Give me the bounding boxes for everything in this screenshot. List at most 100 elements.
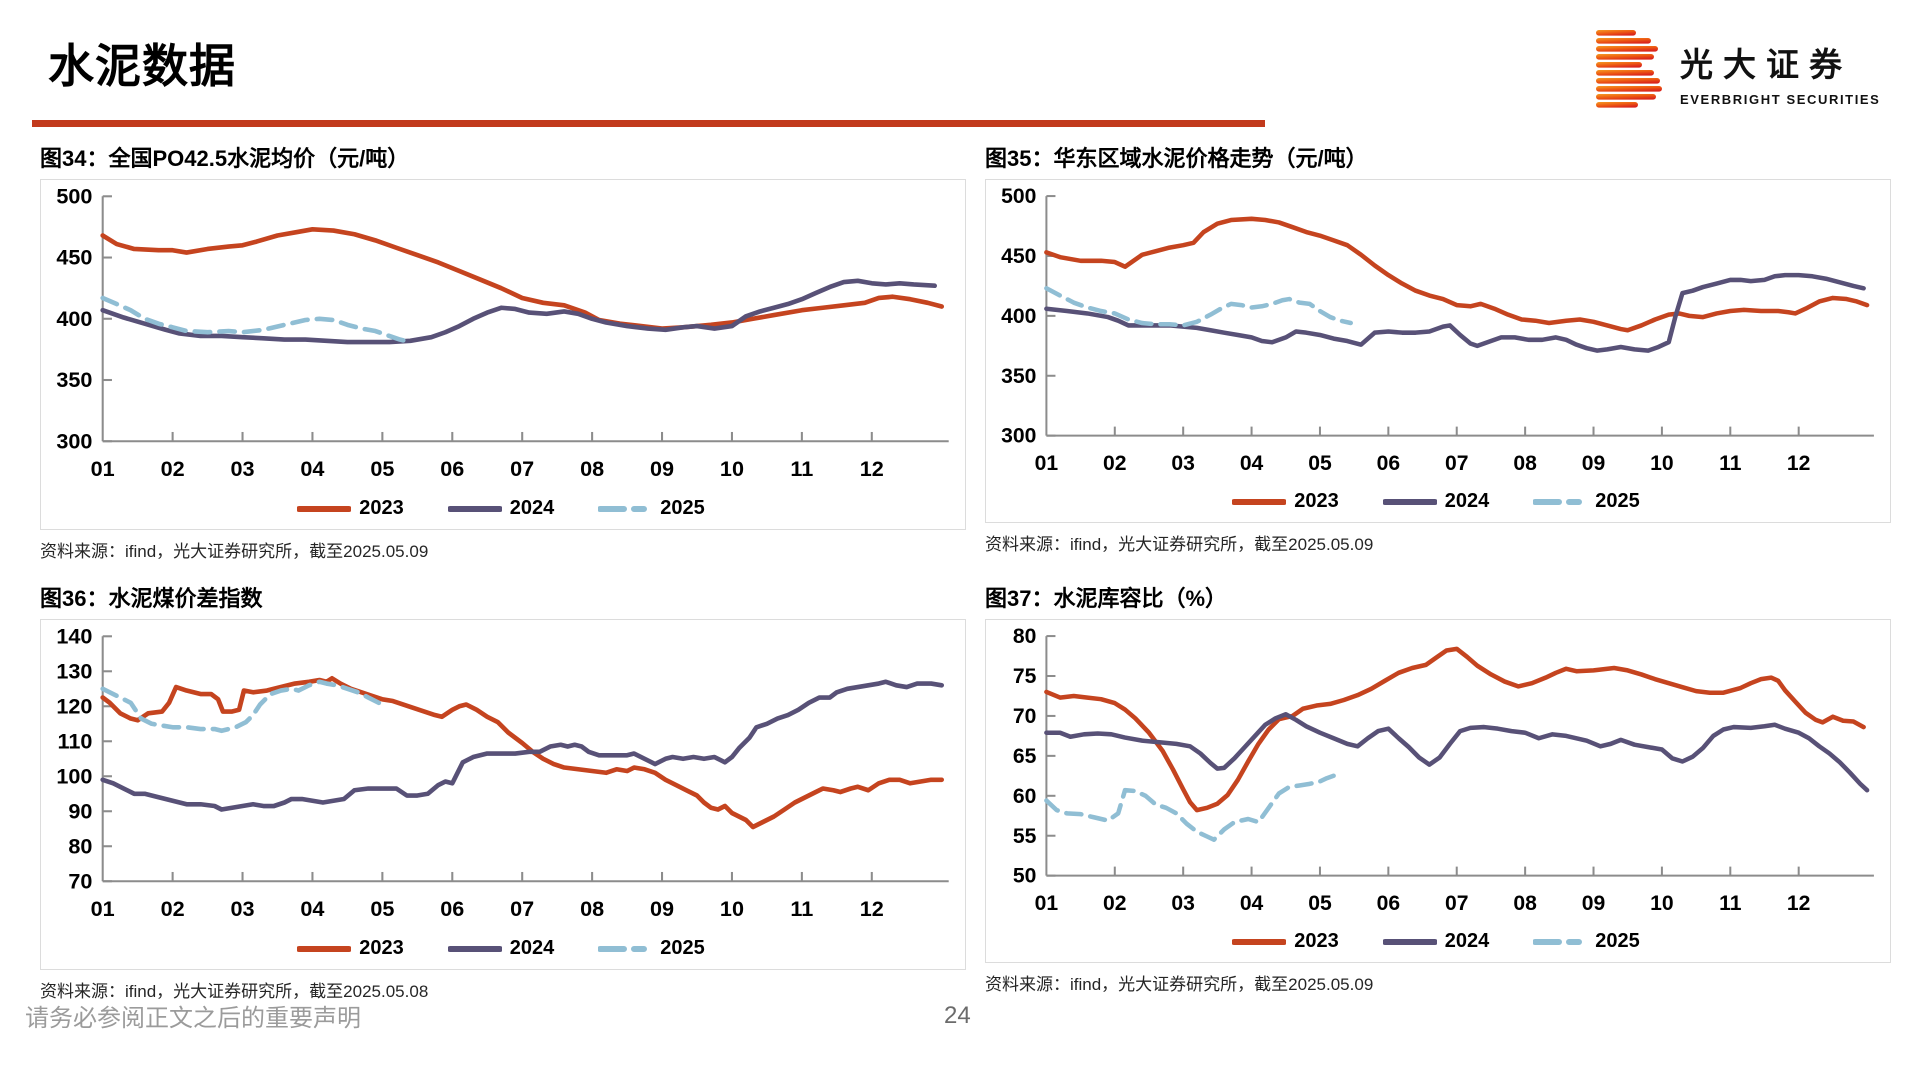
figure-34-chart: 300 350 400 450 500 01 02 03 04 05 06 07 08 09 10 11 12 [43,186,959,491]
svg-text:06: 06 [440,456,464,481]
svg-text:500: 500 [56,186,92,208]
figure-37-title: 图37：水泥库容比（%） [985,586,1228,611]
series-2025-line [100,295,413,345]
figure-36-source: 资料来源：ifind，光大证券研究所，截至2025.05.08 [40,981,429,1001]
series-2023-line [1044,216,1870,333]
svg-text:350: 350 [56,367,92,392]
figure-36-panel: 图36：水泥煤价差指数 70 80 90 100 110 120 130 140 01 02 03 0… [40,585,966,1002]
series-2025-line [100,679,382,734]
svg-text:75: 75 [1013,665,1037,688]
figure-36-chart-box: 70 80 90 100 110 120 130 140 01 02 03 04 05 06 07 08 09 1… [40,619,966,970]
svg-text:100: 100 [56,763,92,788]
legend-item-2024: 2024 [1382,930,1489,953]
series-2023-line [1044,646,1866,813]
figure-35-chart: 300 350 400 450 500 01 02 03 04 05 06 07 08 09 10 11 12 [988,186,1884,484]
svg-text:80: 80 [68,833,92,858]
svg-text:450: 450 [56,245,92,270]
legend-label-2023: 2023 [1294,930,1339,953]
series-2025-line [1044,773,1336,842]
svg-text:08: 08 [580,896,604,921]
svg-text:50: 50 [1013,865,1037,888]
svg-text:10: 10 [720,896,744,921]
svg-text:08: 08 [1513,892,1537,915]
legend-swatch-2025 [1533,498,1588,505]
figure-35-title: 图35：华东区域水泥价格走势（元/吨） [985,146,1368,171]
svg-text:10: 10 [720,456,744,481]
figure-37-source: 资料来源：ifind，光大证券研究所，截至2025.05.09 [985,974,1374,994]
figure-34-legend: 2023 2024 2025 [43,491,959,527]
figure-34-source: 资料来源：ifind，光大证券研究所，截至2025.05.09 [40,541,429,561]
legend-item-2023: 2023 [297,937,404,960]
svg-text:140: 140 [56,626,92,648]
figure-34-panel: 图34：全国PO42.5水泥均价（元/吨） 300 350 400 450 500 01 0… [40,145,966,562]
svg-text:01: 01 [91,896,115,921]
figure-34-chart-box: 300 350 400 450 500 01 02 03 04 05 06 07 08 09 10 11 12 … [40,179,966,530]
svg-text:04: 04 [300,456,324,481]
legend-item-2023: 2023 [1232,490,1339,513]
title-accent-bar [32,120,1265,127]
figure-36-chart: 70 80 90 100 110 120 130 140 01 02 03 04 05 06 07 08 09 1… [43,626,959,931]
figure-35-chart-box: 300 350 400 450 500 01 02 03 04 05 06 07 08 09 10 11 12 … [985,179,1891,523]
svg-text:07: 07 [510,896,534,921]
legend-item-2023: 2023 [297,497,404,520]
series-2024-line [100,679,945,812]
legend-label-2023: 2023 [359,497,404,520]
svg-text:12: 12 [860,456,884,481]
legend-label-2024: 2024 [1444,490,1490,513]
svg-text:110: 110 [58,728,93,753]
svg-text:06: 06 [440,896,464,921]
svg-text:09: 09 [650,896,674,921]
legend-item-2024: 2024 [447,937,555,960]
svg-text:11: 11 [790,456,813,481]
svg-text:70: 70 [1013,705,1037,728]
svg-text:09: 09 [1582,892,1606,915]
svg-text:12: 12 [1787,452,1811,475]
svg-text:300: 300 [1001,425,1036,448]
logo-en-text: EVERBRIGHT SECURITIES [1680,92,1881,107]
figure-37-chart-box: 50 55 60 65 70 75 80 01 02 03 04 05 06 07 08 09 10 11 12 2… [985,619,1891,963]
svg-text:08: 08 [580,456,604,481]
legend-label-2023: 2023 [1294,490,1339,513]
svg-text:06: 06 [1377,452,1401,475]
legend-label-2024: 2024 [509,937,555,960]
svg-text:09: 09 [650,456,674,481]
svg-text:70: 70 [68,868,92,893]
svg-text:80: 80 [1013,626,1037,648]
svg-text:01: 01 [1035,452,1059,475]
svg-text:12: 12 [860,896,884,921]
svg-text:90: 90 [68,798,92,823]
series-2024-line [1044,712,1870,793]
everbright-logo: 光大证券 EVERBRIGHT SECURITIES [1596,30,1880,119]
legend-item-2023: 2023 [1232,930,1339,953]
legend-item-2024: 2024 [1382,490,1490,513]
figure-35-panel: 图35：华东区域水泥价格走势（元/吨） 300 350 400 450 500 01 02 0… [985,145,1891,555]
svg-text:04: 04 [1240,892,1264,915]
svg-text:02: 02 [1103,892,1127,915]
figure-35-source: 资料来源：ifind，光大证券研究所，截至2025.05.09 [985,534,1374,554]
svg-text:04: 04 [300,896,324,921]
figure-37-chart: 50 55 60 65 70 75 80 01 02 03 04 05 06 07 08 09 10 11 12 [988,626,1884,924]
legend-swatch-2024 [447,505,502,512]
svg-text:09: 09 [1582,452,1606,475]
legend-swatch-2023 [1232,498,1287,505]
svg-text:120: 120 [56,693,92,718]
svg-text:12: 12 [1787,892,1811,915]
legend-swatch-2023 [1232,938,1287,945]
legend-swatch-2025 [1533,938,1588,945]
svg-text:05: 05 [370,896,394,921]
legend-swatch-2025 [598,945,653,952]
svg-text:450: 450 [1001,245,1036,268]
footer-disclaimer: 请务必参阅正文之后的重要声明 [25,1005,361,1032]
svg-text:300: 300 [56,428,92,453]
legend-label-2025: 2025 [1595,490,1640,513]
legend-label-2024: 2024 [509,497,555,520]
figure-36-legend: 2023 2024 2025 [43,931,959,967]
legend-label-2025: 2025 [660,937,705,960]
legend-item-2025: 2025 [1533,490,1640,513]
svg-text:02: 02 [161,456,185,481]
series-2024-line [1044,272,1866,353]
svg-text:02: 02 [161,896,185,921]
legend-item-2025: 2025 [598,937,705,960]
svg-text:11: 11 [1719,452,1742,475]
svg-text:03: 03 [1171,892,1195,915]
